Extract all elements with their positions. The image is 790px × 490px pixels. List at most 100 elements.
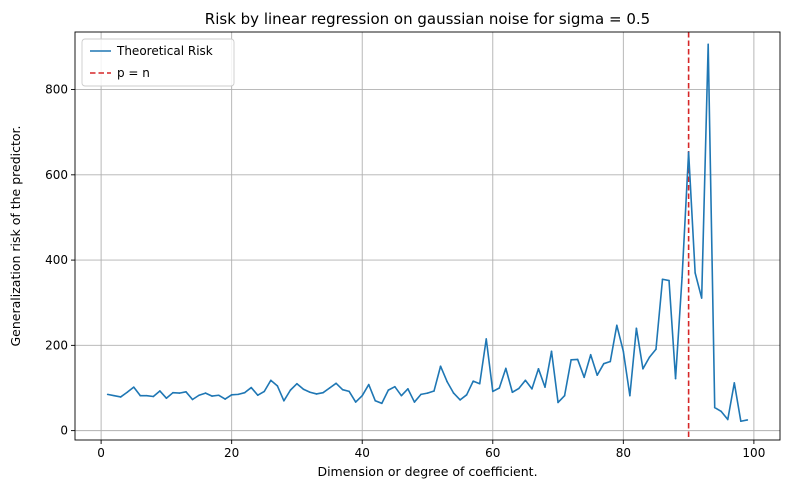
data-point [602, 362, 605, 365]
data-point [217, 394, 220, 397]
data-point [616, 324, 618, 327]
plot-frame [74, 31, 781, 441]
data-point [531, 388, 533, 390]
data-point [394, 385, 396, 388]
data-point [361, 394, 364, 397]
data-point [700, 297, 703, 299]
data-point [746, 419, 749, 421]
data-point [681, 276, 683, 278]
data-point [459, 399, 461, 401]
data-point [204, 392, 207, 394]
data-point [126, 391, 129, 394]
data-point [648, 356, 651, 359]
data-point [381, 402, 383, 405]
data-point [341, 388, 344, 391]
data-point [713, 406, 716, 409]
data-point [315, 393, 318, 395]
y-tick-label: 200 [45, 338, 68, 352]
data-point [478, 382, 481, 385]
data-point [446, 380, 448, 383]
data-point [185, 391, 187, 393]
y-tick-label: 600 [45, 168, 68, 182]
data-point [263, 390, 266, 393]
data-point [172, 391, 174, 394]
data-point [420, 393, 422, 396]
data-point [518, 387, 520, 390]
legend-label-p-equals-n: p = n [117, 66, 150, 80]
data-point [132, 386, 135, 388]
data-point [557, 401, 559, 404]
data-point [570, 359, 572, 361]
data-point [465, 394, 468, 396]
data-point [335, 382, 337, 385]
data-point [491, 390, 494, 393]
legend-box [81, 38, 235, 87]
x-tick-label: 40 [355, 446, 370, 460]
data-point [740, 420, 742, 423]
data-point [302, 388, 305, 391]
data-point [178, 392, 181, 394]
data-point [387, 389, 390, 391]
series-layer [106, 43, 749, 423]
x-axis-label: Dimension or degree of coefficient. [317, 464, 537, 479]
data-point [152, 395, 155, 398]
grid [75, 32, 780, 440]
y-tick-label: 400 [45, 253, 68, 267]
data-point [596, 374, 599, 377]
data-point [354, 401, 357, 403]
data-point [524, 379, 527, 382]
data-point [511, 391, 514, 394]
data-point [726, 418, 729, 421]
data-point [609, 360, 612, 363]
data-point [642, 368, 644, 370]
data-point [426, 392, 429, 394]
data-point [439, 365, 442, 368]
data-point [198, 394, 200, 397]
data-point [119, 396, 122, 398]
data-point [400, 394, 403, 397]
chart-title: Risk by linear regression on gaussian no… [205, 10, 650, 28]
x-tick-label: 80 [616, 446, 631, 460]
data-point [655, 348, 657, 350]
data-point [237, 393, 239, 396]
data-point [407, 388, 409, 390]
y-tick-label: 0 [60, 424, 68, 438]
data-point [113, 394, 115, 397]
data-point [661, 278, 664, 281]
data-point [322, 391, 324, 394]
data-point [452, 392, 455, 394]
x-tick-label: 60 [485, 446, 500, 460]
data-point [563, 394, 566, 397]
data-point [276, 385, 279, 387]
data-point [224, 398, 226, 400]
data-point [243, 391, 246, 394]
data-point [283, 399, 285, 402]
legend: Theoretical Risk p = n [81, 38, 235, 87]
data-point [668, 279, 670, 282]
data-point [635, 327, 638, 330]
data-point [472, 380, 474, 382]
data-point [687, 151, 690, 154]
data-point [498, 387, 501, 389]
data-point [589, 353, 592, 356]
data-point [720, 410, 723, 413]
x-tick-label: 20 [224, 446, 239, 460]
y-axis: 0 200 400 600 800 [45, 83, 75, 438]
x-tick-label: 100 [742, 446, 765, 460]
data-point [374, 399, 377, 402]
data-point [544, 386, 546, 388]
data-point [106, 393, 109, 396]
data-point [256, 394, 259, 397]
data-point [165, 397, 168, 400]
x-tick-label: 0 [97, 446, 105, 460]
data-point [296, 382, 298, 385]
data-point [550, 350, 553, 353]
data-point [250, 386, 253, 389]
data-point [485, 338, 488, 340]
data-point [230, 394, 233, 396]
data-point [146, 394, 148, 397]
data-point [191, 398, 194, 401]
data-point [139, 394, 142, 397]
data-point [622, 350, 625, 353]
